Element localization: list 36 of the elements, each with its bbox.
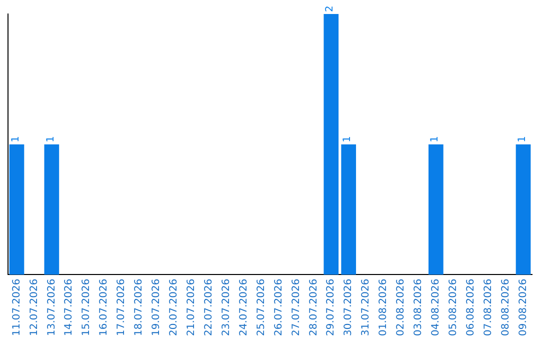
x-tick-label: 20.07.2026 — [168, 278, 180, 336]
x-tick-label: 04.08.2026 — [430, 278, 442, 336]
x-tick-label: 22.07.2026 — [203, 278, 214, 336]
x-tick-label: 17.07.2026 — [116, 278, 128, 336]
x-tick-label: 26.07.2026 — [273, 278, 284, 336]
x-tick-label: 15.07.2026 — [81, 278, 92, 336]
data-label: 1 — [10, 136, 22, 142]
x-tick-label: 30.07.2026 — [343, 278, 354, 336]
data-label: 1 — [430, 136, 441, 142]
x-tick-label: 25.07.2026 — [256, 278, 267, 336]
x-tick-label: 31.07.2026 — [360, 278, 372, 336]
x-tick-label: 09.08.2026 — [518, 278, 529, 336]
x-tick-label: 12.07.2026 — [28, 278, 40, 336]
x-tick-label: 19.07.2026 — [151, 278, 162, 336]
x-tick-label: 13.07.2026 — [46, 278, 58, 336]
x-tick-label: 11.07.2026 — [11, 278, 22, 336]
x-tick-label: 05.08.2026 — [448, 278, 459, 336]
x-tick-label: 29.07.2026 — [326, 278, 337, 336]
data-label: 2 — [324, 6, 336, 12]
x-tick-label: 21.07.2026 — [186, 278, 197, 336]
x-tick-label: 24.07.2026 — [238, 278, 250, 336]
x-tick-label: 16.07.2026 — [98, 278, 110, 336]
x-tick-label: 23.07.2026 — [220, 278, 232, 336]
data-label: 1 — [342, 136, 354, 142]
x-tick-label: 28.07.2026 — [308, 278, 320, 336]
x-tick-label: 03.08.2026 — [413, 278, 424, 336]
data-label: 1 — [516, 136, 528, 142]
x-tick-label: 18.07.2026 — [134, 278, 145, 336]
x-tick-label: 06.08.2026 — [465, 278, 476, 336]
x-tick-label: 02.08.2026 — [396, 278, 407, 336]
x-tick-label: 14.07.2026 — [64, 278, 75, 336]
x-tick-label: 07.08.2026 — [482, 278, 494, 336]
x-tick-label: 27.07.2026 — [290, 278, 302, 336]
data-label: 1 — [45, 136, 56, 142]
x-tick-label: 01.08.2026 — [378, 278, 390, 336]
x-tick-label: 08.08.2026 — [500, 278, 512, 336]
